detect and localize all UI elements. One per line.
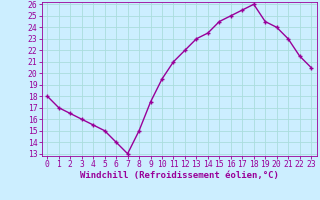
X-axis label: Windchill (Refroidissement éolien,°C): Windchill (Refroidissement éolien,°C) <box>80 171 279 180</box>
